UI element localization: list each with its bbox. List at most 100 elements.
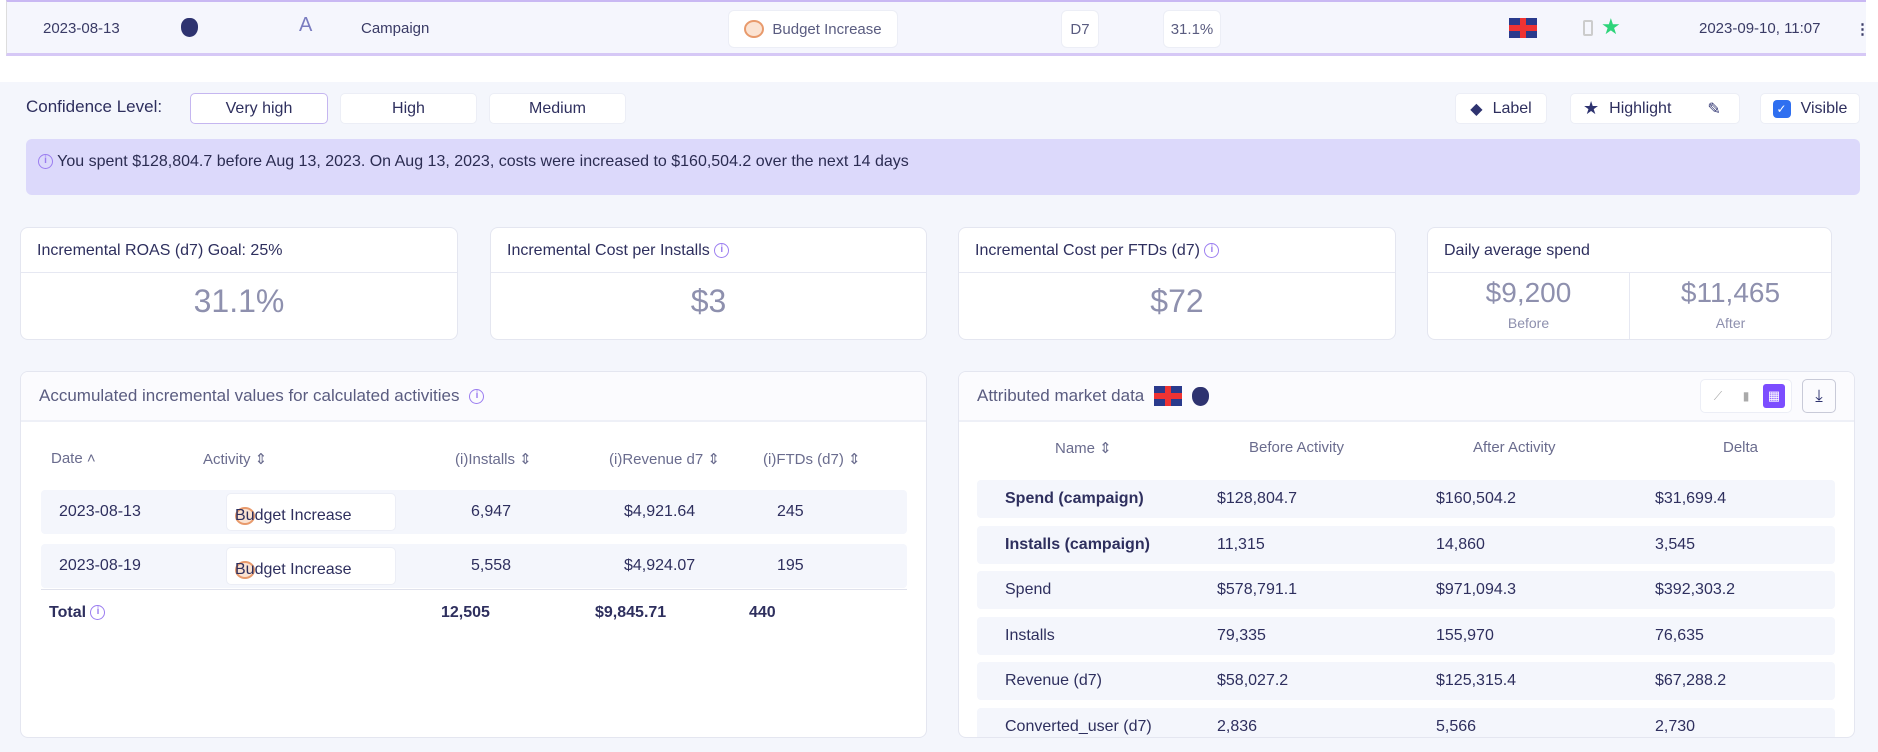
cell-installs: 5,558 <box>471 557 512 574</box>
card-title: Daily average spend <box>1428 228 1831 273</box>
cell-delta: 3,545 <box>1655 535 1696 553</box>
cell-revenue: $4,921.64 <box>624 503 696 520</box>
visible-text: Visible <box>1800 99 1848 117</box>
cell-before: $578,791.1 <box>1217 581 1298 598</box>
cell-before: 11,315 <box>1217 535 1265 553</box>
apple-icon <box>1192 386 1210 406</box>
label-button[interactable]: ◆ Label <box>1455 93 1547 124</box>
table-row[interactable]: Spend (campaign) $128,804.7 $160,504.2 $31,… <box>977 480 1835 518</box>
table-row[interactable]: Installs 79,335 155,970 76,635 <box>977 616 1835 655</box>
cell-ftds: 195 <box>777 557 804 574</box>
col-delta: Delta <box>1723 439 1759 456</box>
cell-delta: 76,635 <box>1655 626 1704 644</box>
divider <box>41 589 907 590</box>
line-chart-icon[interactable]: ⟋ <box>1713 388 1723 403</box>
bookmark-icon[interactable] <box>1583 20 1593 36</box>
piggy-bank-icon <box>235 561 255 579</box>
more-menu-icon[interactable]: ⋮ <box>1855 21 1870 38</box>
col-date[interactable]: Date ˄ <box>51 450 96 467</box>
table-row[interactable]: Installs (campaign) 11,315 14,860 3,545 <box>977 525 1835 564</box>
table-row[interactable]: Spend $578,791.1 $971,094.3 $392,303.2 <box>977 571 1835 609</box>
card-cost-per-ftd: Incremental Cost per FTDs (d7) i $72 <box>958 227 1396 340</box>
cell-delta: $392,303.2 <box>1655 581 1736 598</box>
cell-delta: $67,288.2 <box>1655 672 1727 689</box>
attributed-market-panel: Attributed market data ⟋ ▮ ▦ ⤓ Name ⇕ Be… <box>958 371 1855 738</box>
info-banner: i You spent $128,804.7 before Aug 13, 20… <box>26 139 1860 195</box>
activity-label: Budget Increase <box>235 561 352 578</box>
activity-row[interactable]: 2023-08-13 A Campaign Budget Increase D7… <box>6 0 1870 56</box>
download-icon[interactable]: ⤓ <box>1802 379 1836 413</box>
cell-name: Revenue (d7) <box>1005 672 1102 689</box>
activity-label: Budget Increase <box>235 507 352 524</box>
level-text: Campaign <box>361 20 430 37</box>
cell-delta: $31,699.4 <box>1655 490 1727 507</box>
highlight-text: Highlight <box>1609 99 1672 117</box>
cell-after: 14,860 <box>1436 535 1485 553</box>
tag-icon: ◆ <box>1470 100 1483 118</box>
activity-chip: Budget Increase <box>226 493 396 531</box>
banner-text: You spent $128,804.7 before Aug 13, 2023… <box>57 153 909 170</box>
card-daily-average-spend: Daily average spend $9,200 Before $11,465… <box>1427 227 1832 340</box>
total-installs: 12,505 <box>441 604 490 621</box>
cell-revenue: $4,924.07 <box>624 557 696 574</box>
cell-delta: 2,730 <box>1655 717 1696 735</box>
before-value: $9,200 <box>1485 277 1572 308</box>
edit-icon[interactable]: ✎ <box>1707 100 1721 118</box>
app-store-icon: A <box>299 14 313 36</box>
checkbox-icon[interactable]: ✓ <box>1772 99 1791 118</box>
star-outline-icon: ★ <box>1583 98 1600 118</box>
table-row[interactable]: 2023-08-19 Budget Increase 5,558 $4,924.… <box>41 544 907 588</box>
cell-name: Spend (campaign) <box>1005 490 1144 507</box>
info-icon[interactable]: i <box>1204 243 1220 259</box>
cell-name: Spend <box>1005 581 1052 598</box>
info-icon[interactable]: i <box>90 605 106 621</box>
card-value: $3 <box>690 283 727 319</box>
highlight-button[interactable]: ★ Highlight ✎ <box>1570 93 1740 124</box>
table-row[interactable]: Converted_user (d7) 2,836 5,566 2,730 <box>977 707 1835 737</box>
confidence-medium[interactable]: Medium <box>489 93 626 124</box>
card-value: 31.1% <box>193 283 285 319</box>
cell-after: 155,970 <box>1436 626 1494 644</box>
activity-date: 2023-08-13 <box>43 20 120 37</box>
before-label: Before <box>1507 315 1550 331</box>
confidence-very-high[interactable]: Very high <box>190 93 328 124</box>
uk-flag-icon <box>1509 18 1537 38</box>
col-name[interactable]: Name ⇕ <box>1055 440 1112 457</box>
cell-before: $128,804.7 <box>1217 490 1298 507</box>
cell-before: 2,836 <box>1217 717 1258 735</box>
col-activity[interactable]: Activity ⇕ <box>203 451 268 468</box>
cell-installs: 6,947 <box>471 503 512 520</box>
info-icon[interactable]: i <box>714 243 730 259</box>
info-icon[interactable]: i <box>469 388 485 404</box>
card-title: Incremental Cost per Installs <box>507 242 710 259</box>
cell-name: Installs (campaign) <box>1005 535 1150 553</box>
cell-date: 2023-08-19 <box>59 557 141 574</box>
timestamp: 2023-09-10, 11:07 <box>1699 20 1821 37</box>
col-installs[interactable]: (i)Installs ⇕ <box>455 451 532 468</box>
col-before: Before Activity <box>1249 439 1345 456</box>
visible-toggle[interactable]: ✓ Visible <box>1760 93 1860 124</box>
bar-chart-icon[interactable]: ▮ <box>1742 389 1750 403</box>
piggy-bank-icon <box>235 507 255 525</box>
cell-after: $160,504.2 <box>1436 490 1517 507</box>
table-row[interactable]: Revenue (d7) $58,027.2 $125,315.4 $67,288.2 <box>977 662 1835 700</box>
confidence-high[interactable]: High <box>340 93 477 124</box>
info-icon: i <box>38 154 53 170</box>
col-revenue[interactable]: (i)Revenue d7 ⇕ <box>609 451 720 468</box>
cell-date: 2023-08-13 <box>59 503 141 520</box>
star-icon[interactable]: ★ <box>1601 14 1621 39</box>
table-row[interactable]: 2023-08-13 Budget Increase 6,947 $4,921.… <box>41 490 907 534</box>
cell-name: Converted_user (d7) <box>1005 717 1152 735</box>
panel-title: Attributed market data <box>977 386 1145 405</box>
card-incremental-roas: Incremental ROAS (d7) Goal: 25% 31.1% <box>20 227 458 340</box>
window-chip: D7 <box>1061 10 1099 48</box>
card-value: $72 <box>1150 283 1204 319</box>
after-value: $11,465 <box>1680 277 1781 308</box>
total-row: Total i <box>49 604 106 622</box>
total-ftds: 440 <box>749 604 776 621</box>
label-text: Label <box>1492 99 1532 117</box>
table-view-icon[interactable]: ▦ <box>1763 384 1785 408</box>
total-revenue: $9,845.71 <box>595 604 667 621</box>
col-ftds[interactable]: (i)FTDs (d7) ⇕ <box>763 451 861 468</box>
apple-icon <box>181 18 198 37</box>
